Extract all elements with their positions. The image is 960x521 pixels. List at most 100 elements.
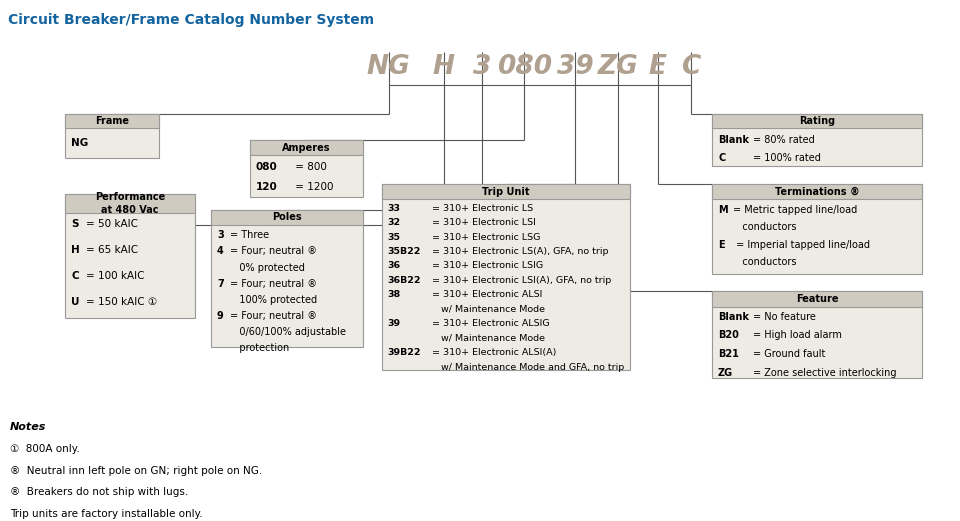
- Text: 39: 39: [557, 54, 593, 80]
- FancyBboxPatch shape: [712, 114, 922, 166]
- Text: = 100 kAIC: = 100 kAIC: [86, 271, 145, 281]
- Text: M: M: [718, 205, 728, 215]
- Text: ®  Neutral inn left pole on GN; right pole on NG.: ® Neutral inn left pole on GN; right pol…: [10, 466, 262, 476]
- Text: = 310+ Electronic ALSIG: = 310+ Electronic ALSIG: [432, 319, 550, 329]
- Text: = Four; neutral ®: = Four; neutral ®: [230, 311, 318, 321]
- Text: C: C: [71, 271, 79, 281]
- Text: 3: 3: [472, 54, 492, 80]
- Text: = 310+ Electronic LS: = 310+ Electronic LS: [432, 204, 533, 213]
- Text: 0/60/100% adjustable: 0/60/100% adjustable: [230, 327, 347, 337]
- Text: conductors: conductors: [733, 257, 797, 267]
- Text: 0% protected: 0% protected: [230, 263, 305, 272]
- FancyBboxPatch shape: [712, 291, 922, 306]
- Text: = No feature: = No feature: [753, 312, 815, 322]
- Text: Trip units are factory installable only.: Trip units are factory installable only.: [10, 509, 203, 519]
- FancyBboxPatch shape: [65, 194, 195, 318]
- Text: Feature: Feature: [796, 294, 838, 304]
- FancyBboxPatch shape: [712, 184, 922, 200]
- FancyBboxPatch shape: [211, 210, 363, 347]
- Text: NG: NG: [71, 138, 88, 148]
- Text: Frame: Frame: [95, 116, 130, 126]
- Text: B21: B21: [718, 349, 739, 359]
- FancyBboxPatch shape: [382, 184, 630, 200]
- Text: = 310+ Electronic ALSI(A): = 310+ Electronic ALSI(A): [432, 349, 557, 357]
- FancyBboxPatch shape: [250, 140, 363, 197]
- Text: 7: 7: [217, 279, 224, 289]
- FancyBboxPatch shape: [65, 114, 159, 158]
- Text: = 310+ Electronic LSG: = 310+ Electronic LSG: [432, 232, 540, 242]
- Text: U: U: [71, 297, 80, 307]
- Text: Terminations ®: Terminations ®: [775, 187, 859, 196]
- Text: 100% protected: 100% protected: [230, 295, 318, 305]
- FancyBboxPatch shape: [65, 114, 159, 128]
- Text: E: E: [718, 240, 725, 250]
- Text: 35B22: 35B22: [387, 247, 420, 256]
- Text: Trip Unit: Trip Unit: [482, 187, 530, 196]
- Text: = 1200: = 1200: [292, 182, 333, 192]
- Text: Notes: Notes: [10, 422, 46, 432]
- Text: = High load alarm: = High load alarm: [753, 330, 842, 340]
- Text: = Metric tapped line/load: = Metric tapped line/load: [733, 205, 857, 215]
- Text: = 100% rated: = 100% rated: [753, 153, 821, 163]
- Text: = 65 kAIC: = 65 kAIC: [86, 245, 138, 255]
- Text: 39: 39: [387, 319, 400, 329]
- FancyBboxPatch shape: [382, 184, 630, 370]
- Text: ZG: ZG: [718, 368, 733, 378]
- Text: C: C: [682, 54, 701, 80]
- Text: w/ Maintenance Mode: w/ Maintenance Mode: [432, 334, 545, 343]
- Text: 9: 9: [217, 311, 224, 321]
- Text: 3: 3: [217, 230, 224, 240]
- Text: w/ Maintenance Mode: w/ Maintenance Mode: [432, 305, 545, 314]
- Text: 080: 080: [255, 162, 277, 171]
- Text: ZG: ZG: [598, 54, 638, 80]
- Text: Blank: Blank: [718, 312, 749, 322]
- Text: Performance
at 480 Vac: Performance at 480 Vac: [95, 192, 165, 215]
- Text: 38: 38: [387, 291, 400, 300]
- Text: protection: protection: [230, 343, 290, 353]
- Text: = Imperial tapped line/load: = Imperial tapped line/load: [733, 240, 871, 250]
- Text: = Four; neutral ®: = Four; neutral ®: [230, 246, 318, 256]
- Text: 39B22: 39B22: [387, 349, 420, 357]
- Text: Amperes: Amperes: [282, 143, 330, 153]
- Text: H: H: [432, 54, 455, 80]
- Text: B20: B20: [718, 330, 739, 340]
- FancyBboxPatch shape: [250, 140, 363, 155]
- Text: = 310+ Electronic LS(A), GFA, no trip: = 310+ Electronic LS(A), GFA, no trip: [432, 247, 609, 256]
- FancyBboxPatch shape: [65, 194, 195, 213]
- Text: 36B22: 36B22: [387, 276, 420, 285]
- Text: = 150 kAIC ①: = 150 kAIC ①: [86, 297, 157, 307]
- Text: S: S: [71, 219, 79, 229]
- Text: ®  Breakers do not ship with lugs.: ® Breakers do not ship with lugs.: [10, 487, 188, 497]
- Text: 33: 33: [387, 204, 400, 213]
- Text: = 310+ Electronic LSIG: = 310+ Electronic LSIG: [432, 262, 543, 270]
- Text: 36: 36: [387, 262, 400, 270]
- Text: Poles: Poles: [273, 213, 301, 222]
- Text: conductors: conductors: [733, 222, 797, 232]
- Text: 32: 32: [387, 218, 400, 227]
- Text: = 50 kAIC: = 50 kAIC: [86, 219, 138, 229]
- Text: 35: 35: [387, 232, 400, 242]
- Text: = 310+ Electronic LSI(A), GFA, no trip: = 310+ Electronic LSI(A), GFA, no trip: [432, 276, 612, 285]
- FancyBboxPatch shape: [712, 291, 922, 378]
- Text: NG: NG: [367, 54, 411, 80]
- Text: = Four; neutral ®: = Four; neutral ®: [230, 279, 318, 289]
- Text: C: C: [718, 153, 726, 163]
- FancyBboxPatch shape: [712, 184, 922, 275]
- Text: 4: 4: [217, 246, 224, 256]
- Text: = Zone selective interlocking: = Zone selective interlocking: [753, 368, 896, 378]
- Text: Circuit Breaker/Frame Catalog Number System: Circuit Breaker/Frame Catalog Number Sys…: [8, 13, 373, 27]
- Text: = 800: = 800: [292, 162, 326, 171]
- Text: ①  800A only.: ① 800A only.: [10, 444, 80, 454]
- FancyBboxPatch shape: [211, 210, 363, 225]
- Text: = 310+ Electronic LSI: = 310+ Electronic LSI: [432, 218, 536, 227]
- Text: = Three: = Three: [230, 230, 270, 240]
- Text: Rating: Rating: [799, 116, 835, 126]
- Text: 120: 120: [255, 182, 277, 192]
- Text: = 310+ Electronic ALSI: = 310+ Electronic ALSI: [432, 291, 542, 300]
- Text: Blank: Blank: [718, 134, 749, 145]
- Text: H: H: [71, 245, 80, 255]
- FancyBboxPatch shape: [712, 114, 922, 128]
- Text: = 80% rated: = 80% rated: [753, 134, 814, 145]
- Text: w/ Maintenance Mode and GFA, no trip: w/ Maintenance Mode and GFA, no trip: [432, 363, 624, 372]
- Text: = Ground fault: = Ground fault: [753, 349, 825, 359]
